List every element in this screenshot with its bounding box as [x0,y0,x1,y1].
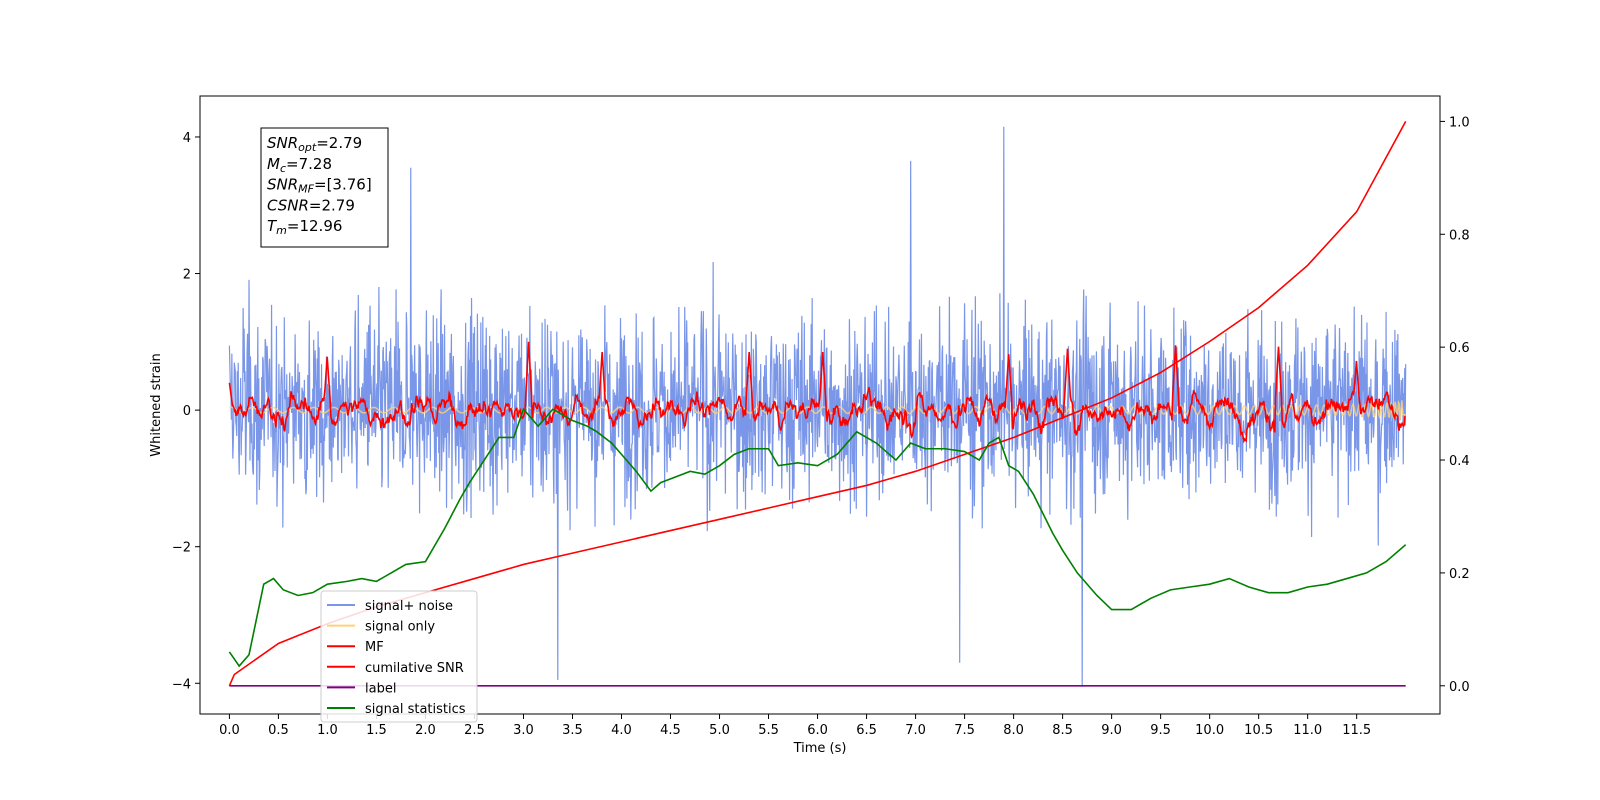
info-line: SNRMF=[3.76] [267,176,372,196]
x-tick-label: 5.5 [758,723,779,738]
x-tick-label: 4.0 [611,723,632,738]
legend: signal+ noise signal only MF cumilative SNR… [320,590,478,723]
y2-tick-label: 1.0 [1449,115,1470,130]
series-signal-noise-line [228,126,1407,687]
y-tick-label: 4 [183,131,191,146]
legend-label: cumilative SNR [365,661,464,676]
x-tick-label: 1.5 [366,723,387,738]
y2-tick-label: 0.2 [1449,567,1470,582]
x-tick-label: 5.0 [709,723,730,738]
legend-label: label [365,681,396,696]
axes-layer: 0.0 0.5 1.0 1.5 2.0 2.5 3.0 3.5 4.0 4.5 5.0 5.5 6.0 6… [172,115,1470,738]
y-tick-label: 0 [183,404,191,419]
y-axis-label: Whitened strain [149,353,164,456]
series-signal-statistics-line [228,407,1407,668]
x-tick-label: 6.0 [807,723,828,738]
info-box-frame [260,127,389,248]
x-tick-label: 10.5 [1244,723,1273,738]
y-tick-label: −2 [172,541,191,556]
legend-label: signal statistics [365,702,466,717]
x-tick-label: 9.5 [1150,723,1171,738]
info-line: Tm=12.96 [267,217,342,237]
y2-tick-label: 0.0 [1449,680,1470,695]
x-tick-label: 2.5 [464,723,485,738]
y-tick-label: −4 [172,677,191,692]
y2-tick-label: 0.4 [1449,454,1470,469]
info-line: SNRopt=2.79 [267,134,362,154]
x-tick-label: 8.0 [1003,723,1024,738]
legend-label: signal+ noise [365,599,453,614]
x-tick-label: 1.0 [317,723,338,738]
x-tick-label: 3.5 [562,723,583,738]
y2-tick-label: 0.8 [1449,228,1470,243]
x-tick-label: 6.5 [856,723,877,738]
x-tick-label: 4.5 [660,723,681,738]
x-tick-label: 9.0 [1101,723,1122,738]
series-mf-line [228,341,1406,444]
x-tick-label: 0.0 [219,723,240,738]
info-line: CSNR=2.79 [267,196,355,214]
x-tick-label: 10.0 [1195,723,1224,738]
y-tick-label: 2 [183,268,191,283]
y2-tick-label: 0.6 [1449,341,1470,356]
x-tick-label: 11.0 [1293,723,1322,738]
plot-frame [199,95,1441,715]
x-tick-label: 7.0 [905,723,926,738]
x-tick-label: 7.5 [954,723,975,738]
x-tick-label: 3.0 [513,723,534,738]
legend-label: MF [365,640,384,655]
x-tick-label: 8.5 [1052,723,1073,738]
legend-frame [320,590,478,723]
x-axis-label: Time (s) [793,741,847,756]
legend-label: signal only [365,620,435,635]
x-tick-label: 2.0 [415,723,436,738]
x-tick-label: 0.5 [268,723,289,738]
x-tick-label: 11.5 [1342,723,1371,738]
series-signal-only-line [229,399,1406,420]
info-line: Mc=7.28 [267,155,332,175]
